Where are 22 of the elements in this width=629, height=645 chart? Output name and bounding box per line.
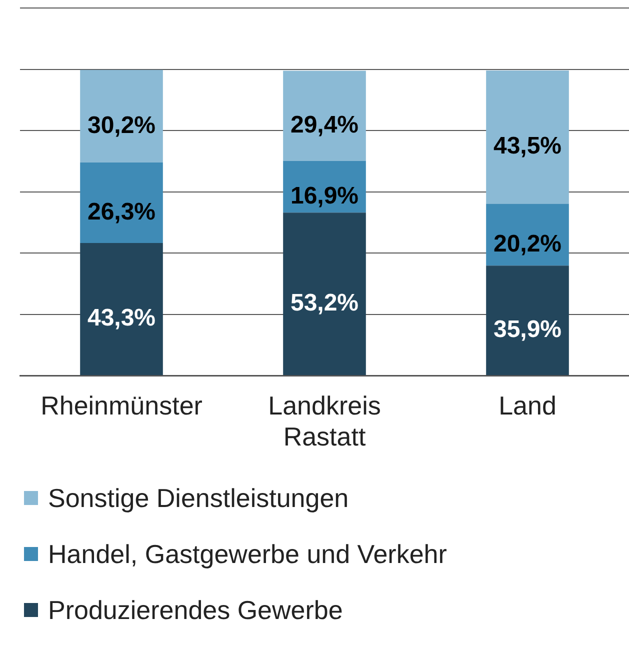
data-label: 35,9% bbox=[493, 316, 562, 343]
data-label: 30,2% bbox=[87, 112, 156, 139]
data-label: 16,9% bbox=[290, 182, 359, 210]
bar bbox=[80, 242, 163, 376]
legend-label: Sonstige Dienstleistungen bbox=[48, 482, 349, 515]
data-label: 29,4% bbox=[290, 111, 359, 138]
data-label: 53,2% bbox=[290, 289, 359, 316]
data-label: 43,5% bbox=[493, 132, 562, 160]
bar bbox=[486, 70, 569, 204]
x-tick-label: Rheinmünster bbox=[40, 390, 203, 420]
data-label: 43,3% bbox=[87, 304, 156, 332]
x-tick-label: Land bbox=[498, 390, 556, 420]
legend-label: Handel, Gastgewerbe und Verkehr bbox=[48, 538, 447, 571]
data-label: 20,2% bbox=[493, 230, 562, 258]
bar bbox=[283, 70, 366, 161]
x-tick-label: Landkreis Rastatt bbox=[268, 390, 381, 452]
data-label: 26,3% bbox=[87, 198, 156, 226]
bar bbox=[283, 212, 366, 376]
bar bbox=[486, 266, 569, 376]
bar bbox=[80, 162, 163, 243]
bar bbox=[80, 70, 163, 162]
legend-label: Produzierendes Gewerbe bbox=[48, 594, 343, 627]
